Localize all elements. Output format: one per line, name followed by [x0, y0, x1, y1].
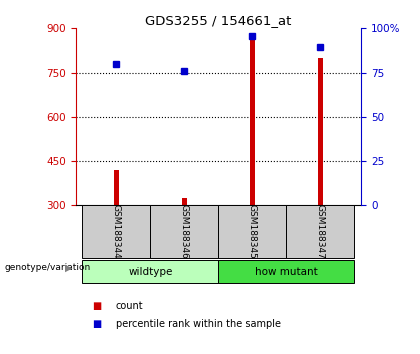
Bar [150, 205, 218, 258]
Text: GSM188346: GSM188346 [180, 204, 189, 259]
Text: GSM188347: GSM188347 [316, 204, 325, 259]
Text: genotype/variation: genotype/variation [4, 263, 90, 272]
Text: count: count [116, 301, 143, 311]
Bar [318, 58, 323, 205]
Text: ▶: ▶ [65, 262, 73, 272]
Text: GSM188345: GSM188345 [248, 204, 257, 259]
Bar [114, 170, 119, 205]
Bar [82, 205, 150, 258]
Bar [182, 198, 187, 205]
Bar [286, 205, 354, 258]
Text: ■: ■ [92, 301, 102, 311]
Text: GSM188344: GSM188344 [112, 204, 121, 259]
Bar [82, 260, 218, 283]
Text: percentile rank within the sample: percentile rank within the sample [116, 319, 281, 329]
Title: GDS3255 / 154661_at: GDS3255 / 154661_at [145, 14, 291, 27]
Text: wildtype: wildtype [128, 267, 173, 276]
Bar [218, 260, 354, 283]
Text: ■: ■ [92, 319, 102, 329]
Bar [218, 205, 286, 258]
Bar [249, 37, 255, 205]
Text: how mutant: how mutant [255, 267, 318, 276]
